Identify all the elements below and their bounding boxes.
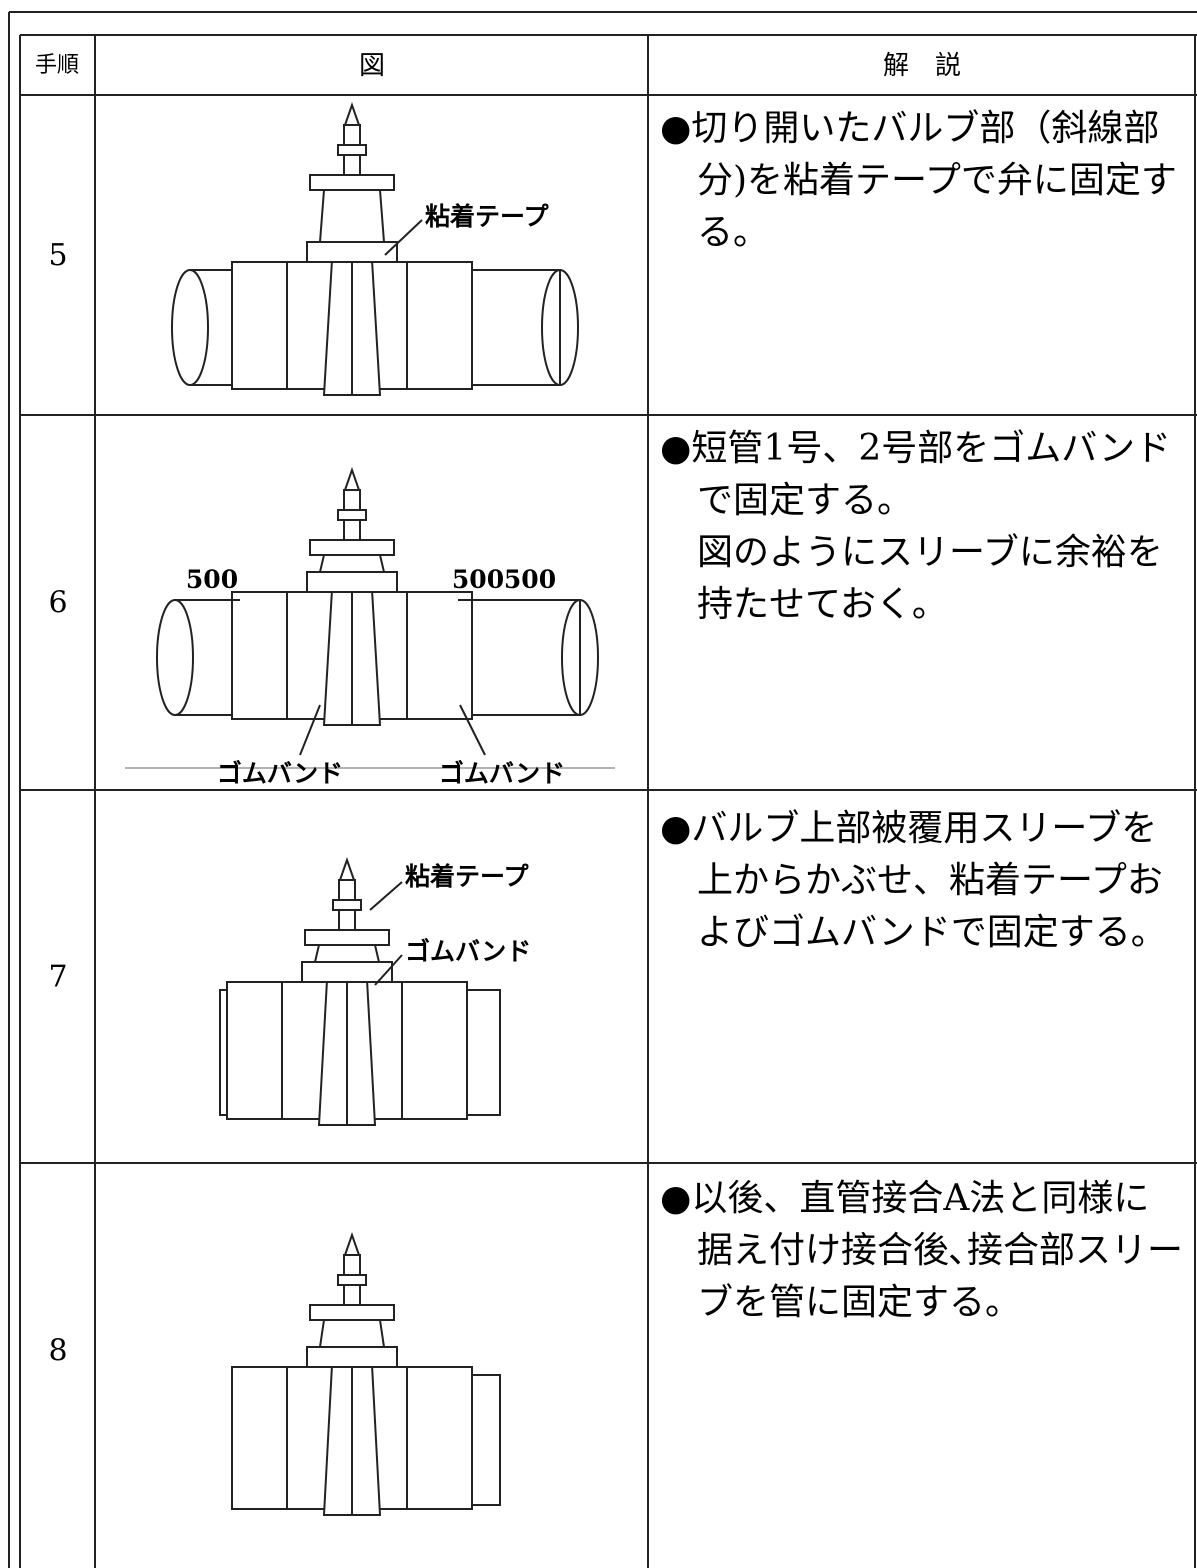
figure-label: ゴムバンド: [405, 937, 531, 966]
explanation-line: ●切り開いたバルブ部（斜線部: [660, 108, 1159, 149]
explanation-line: 持たせておく。: [697, 584, 948, 625]
explanation-line: ●短管1号、2号部をゴムバンド: [660, 428, 1171, 469]
drawing-part: [309, 1304, 395, 1321]
valve-drawing: [219, 856, 501, 1126]
drawing-part: [337, 144, 367, 156]
drawing-part: [306, 241, 398, 263]
explanation-line: 上からかぶせ、粘着テープお: [697, 860, 1163, 901]
header-figure: 図: [359, 51, 385, 81]
step-number: 7: [48, 960, 67, 995]
drawing-part: [338, 856, 356, 881]
explanation-line: よびゴムバンドで固定する。: [697, 912, 1167, 953]
explanation-line: 据え付け接合後､接合部スリー: [697, 1230, 1183, 1271]
table-grid: [19, 34, 1197, 1568]
explanation-line: ●以後、直管接合A法と同様に: [660, 1178, 1149, 1219]
drawing-part: [541, 269, 579, 386]
label-leader: [369, 881, 403, 911]
figure-label: ゴムバンド: [439, 759, 565, 788]
drawing-part: [343, 101, 361, 126]
explanation-line: る。: [697, 212, 769, 253]
drawing-part: [309, 174, 395, 191]
figure-label: ゴムバンド: [217, 759, 343, 788]
header-explanation: 解 説: [883, 51, 961, 81]
drawing-part: [309, 539, 395, 556]
header-step: 手順: [35, 53, 79, 78]
explanation-line: で固定する。: [697, 480, 913, 521]
explanation-line: 分)を粘着テープで弁に固定す: [697, 160, 1177, 201]
step-number: 5: [48, 238, 67, 273]
valve-drawing: [156, 466, 599, 726]
label-leader: [384, 219, 423, 256]
label-leader: [374, 954, 403, 986]
label-leader: [459, 704, 486, 756]
valve-drawing: [171, 101, 579, 396]
explanation-line: 図のようにスリーブに余裕を: [697, 532, 1163, 573]
drawing-part: [306, 571, 398, 593]
figure-label: 粘着テープ: [405, 862, 530, 891]
drawing-part: [313, 944, 381, 963]
drawing-part: [156, 599, 194, 716]
label-leader: [299, 704, 321, 756]
drawing-part: [318, 1319, 386, 1348]
explanation-line: ●バルブ上部被覆用スリーブを: [660, 808, 1157, 849]
drawing-part: [337, 509, 367, 521]
figure-label: 500: [504, 565, 556, 594]
drawing-part: [343, 466, 361, 491]
drawing-part: [343, 1231, 361, 1256]
drawing-part: [561, 599, 599, 716]
explanation-line: ブを管に固定する。: [697, 1282, 1021, 1323]
valve-drawing: [231, 1231, 501, 1516]
drawing-part: [318, 189, 386, 243]
figure-label: 500: [452, 565, 504, 594]
drawing-part: [337, 1274, 367, 1286]
figure-label: 粘着テープ: [425, 202, 550, 231]
drawing-part: [301, 961, 393, 983]
step-number: 6: [48, 586, 67, 621]
figures: [156, 101, 599, 1516]
figure-label: 500: [186, 565, 238, 594]
drawing-part: [318, 554, 386, 573]
drawing-part: [306, 1346, 398, 1368]
drawing-part: [171, 269, 209, 386]
drawing-part: [332, 899, 362, 911]
drawing-part: [304, 929, 390, 946]
step-number: 8: [48, 1334, 67, 1369]
